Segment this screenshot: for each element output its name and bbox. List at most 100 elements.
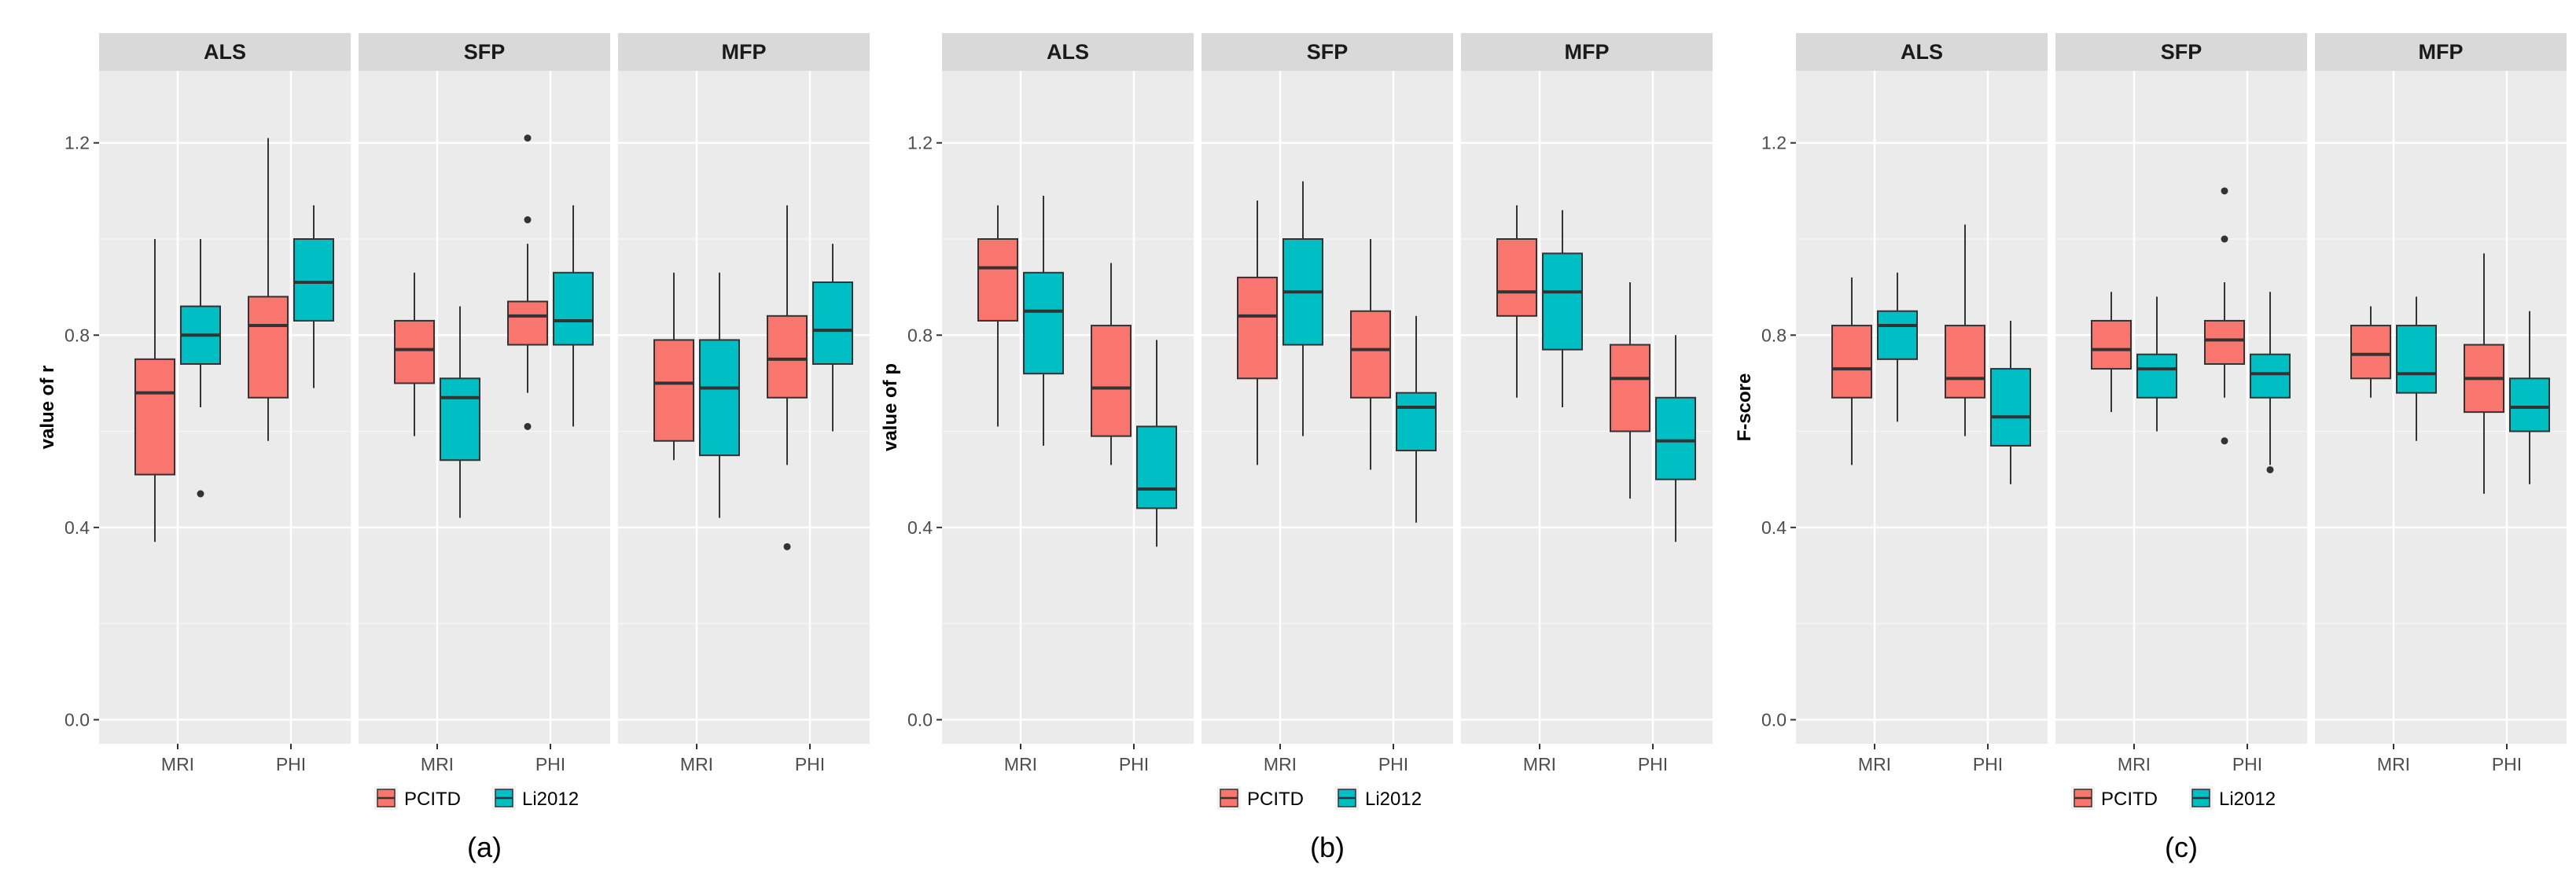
box-pcitd-mri <box>2350 306 2391 398</box>
facet-mfp: MFP MRI PHI <box>618 33 870 774</box>
x-tick-label: MRI <box>2118 754 2151 774</box>
panel-background <box>942 71 1194 744</box>
y-tick-label: 0.8 <box>64 325 90 345</box>
box-body <box>699 339 740 457</box>
x-tick-label: MRI <box>161 754 194 774</box>
x-tick-label: MRI <box>421 754 454 774</box>
facet-als: ALS MRI PHI <box>99 33 351 774</box>
facet-title: ALS <box>1901 40 1943 64</box>
legend-label: PCITD <box>2101 789 2158 810</box>
box-li2012-mri <box>699 272 740 518</box>
x-tick-label: MRI <box>2377 754 2410 774</box>
x-tick-label: PHI <box>2492 754 2522 774</box>
facet-als: ALS MRI PHI <box>942 33 1194 774</box>
box-li2012-phi <box>812 244 853 432</box>
outlier-point <box>2221 187 2228 195</box>
y-axis-label: value of r <box>37 366 58 450</box>
y-tick-label: 0.8 <box>1761 325 1787 345</box>
box-li2012-mri <box>2136 296 2177 432</box>
outlier-point <box>2266 465 2274 473</box>
box-pcitd-phi <box>1610 282 1650 499</box>
box-body <box>2350 325 2391 380</box>
box-li2012-phi <box>293 205 334 388</box>
box-pcitd-phi <box>1091 263 1132 465</box>
box-li2012-phi <box>1655 335 1696 542</box>
box-pcitd-mri <box>653 272 694 461</box>
box-li2012-mri <box>1023 195 1064 446</box>
box-pcitd-phi <box>507 134 548 430</box>
x-tick-label: PHI <box>1973 754 2003 774</box>
outlier-point <box>524 422 532 430</box>
x-tick-label: PHI <box>1119 754 1149 774</box>
x-tick-label: MRI <box>1004 754 1037 774</box>
box-body <box>440 377 480 462</box>
y-axis-label: F-score <box>1734 373 1755 442</box>
box-body <box>977 238 1018 322</box>
box-body <box>1023 271 1064 375</box>
figure-caption: (b) <box>1310 831 1345 863</box>
facet-sfp: SFP MRI PHI <box>2055 33 2307 774</box>
outlier-point <box>783 542 791 550</box>
y-tick-label: 1.2 <box>1761 133 1787 153</box>
legend: PCITD Li2012 <box>1217 786 1422 810</box>
box-li2012-phi <box>553 205 594 427</box>
facet-mfp: MFP MRI PHI <box>1461 33 1713 774</box>
facet-sfp: SFP MRI PHI <box>359 33 610 774</box>
panel-background <box>2055 71 2307 744</box>
outlier-point <box>2221 437 2228 445</box>
legend: PCITD Li2012 <box>374 786 579 810</box>
box-body <box>1831 325 1872 399</box>
outlier-point <box>524 134 532 142</box>
box-li2012-mri <box>1282 181 1323 436</box>
legend-item-pcitd: PCITD <box>374 786 461 810</box>
box-pcitd-mri <box>134 239 175 542</box>
legend: PCITD Li2012 <box>2071 786 2276 810</box>
box-body <box>1237 276 1278 380</box>
box-pcitd-phi <box>2464 253 2504 495</box>
box-body <box>394 319 435 384</box>
facet-mfp: MFP MRI PHI <box>2315 33 2567 774</box>
box-body <box>1542 252 1583 351</box>
x-tick-label: PHI <box>2232 754 2262 774</box>
box-pcitd-mri <box>977 205 1018 427</box>
legend-item-pcitd: PCITD <box>2071 786 2158 810</box>
box-body <box>1990 368 2031 447</box>
legend-item-li2012: Li2012 <box>2189 786 2276 810</box>
facet-title: SFP <box>1307 40 1349 64</box>
x-tick-label: PHI <box>276 754 306 774</box>
y-tick-label: 0.4 <box>907 517 933 538</box>
box-body <box>1655 396 1696 480</box>
x-tick-label: MRI <box>1523 754 1556 774</box>
legend-label: Li2012 <box>522 789 579 810</box>
box-li2012-phi <box>2250 292 2291 473</box>
box-body <box>2396 325 2437 394</box>
chart-panel-2: value of p 0.0 0.4 0.8 1.2 ALS MRI PHI SFP MRI PHI… <box>880 33 1713 863</box>
box-body <box>1350 310 1391 399</box>
box-body <box>2136 353 2177 399</box>
x-tick-label: PHI <box>795 754 825 774</box>
box-pcitd-mri <box>2091 292 2132 413</box>
facet-strip <box>359 33 610 71</box>
box-li2012-phi <box>2509 311 2550 484</box>
box-pcitd-phi <box>2204 187 2245 445</box>
box-li2012-mri <box>2396 296 2437 441</box>
box-li2012-phi <box>1990 320 2031 484</box>
x-tick-label: MRI <box>1858 754 1891 774</box>
box-pcitd-phi <box>767 205 808 550</box>
y-tick-label: 0.8 <box>907 325 933 345</box>
box-body <box>1877 310 1918 360</box>
facet-sfp: SFP MRI PHI <box>1202 33 1453 774</box>
facet-strip <box>942 33 1194 71</box>
box-pcitd-mri <box>394 272 435 436</box>
box-pcitd-mri <box>1237 200 1278 465</box>
box-li2012-mri <box>1542 210 1583 407</box>
x-tick-label: MRI <box>680 754 713 774</box>
outlier-point <box>524 216 532 224</box>
box-li2012-mri <box>1877 272 1918 422</box>
x-tick-label: MRI <box>1264 754 1297 774</box>
facet-strip <box>2315 33 2567 71</box>
facet-title: SFP <box>464 40 506 64</box>
box-body <box>767 314 808 399</box>
x-tick-label: PHI <box>1638 754 1668 774</box>
box-body <box>812 281 853 365</box>
